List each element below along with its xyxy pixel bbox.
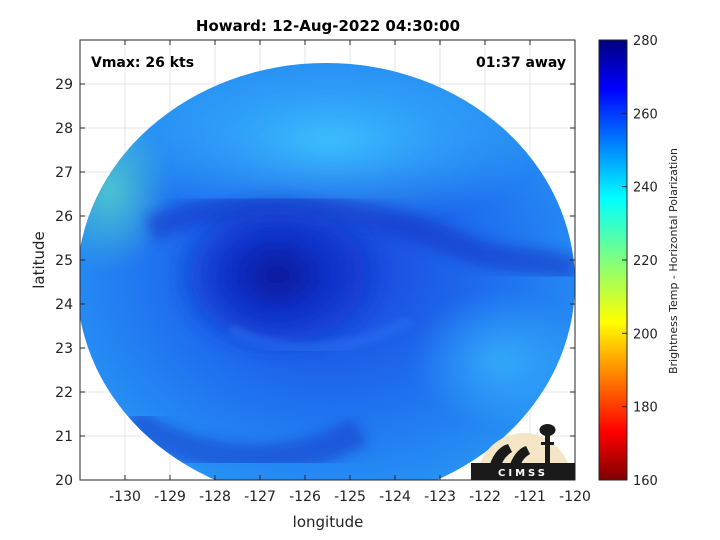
y-tick-label: 24 bbox=[55, 297, 73, 313]
y-tick-label: 28 bbox=[55, 121, 73, 137]
colorbar-tick-label: 200 bbox=[633, 327, 658, 342]
x-tick-label: -124 bbox=[379, 489, 411, 505]
y-tick-label: 21 bbox=[55, 429, 73, 445]
y-axis-label: latitude bbox=[30, 231, 48, 289]
y-tick-label: 23 bbox=[55, 341, 73, 357]
y-tick-labels: 20 21 22 23 24 25 26 27 28 29 bbox=[55, 77, 73, 489]
colorbar-tick-label: 220 bbox=[633, 254, 658, 269]
vmax-annotation: Vmax: 26 kts bbox=[91, 55, 194, 71]
x-tick-label: -128 bbox=[199, 489, 231, 505]
colorbar-tick-label: 260 bbox=[633, 107, 658, 122]
storm-cold-core bbox=[168, 190, 388, 360]
y-tick-label: 27 bbox=[55, 165, 73, 181]
cimss-logo-text: CIMSS bbox=[498, 468, 548, 479]
colorbar-tick-labels: 160 180 200 220 240 260 280 bbox=[622, 34, 658, 489]
x-tick-labels: -130 -129 -128 -127 -126 -125 -124 -123 -122 -121… bbox=[109, 489, 591, 505]
x-axis-label: longitude bbox=[293, 513, 364, 531]
y-tick-label: 25 bbox=[55, 253, 73, 269]
x-tick-label: -126 bbox=[289, 489, 321, 505]
x-tick-label: -123 bbox=[424, 489, 456, 505]
x-tick-label: -122 bbox=[469, 489, 501, 505]
x-tick-label: -130 bbox=[109, 489, 141, 505]
y-tick-label: 20 bbox=[55, 473, 73, 489]
y-tick-label: 26 bbox=[55, 209, 73, 225]
x-tick-label: -129 bbox=[154, 489, 186, 505]
colorbar-tick-label: 180 bbox=[633, 401, 658, 416]
colorbar-label: Brightness Temp - Horizontal Polarizatio… bbox=[667, 148, 680, 374]
x-tick-label: -120 bbox=[559, 489, 591, 505]
x-tick-label: -125 bbox=[334, 489, 366, 505]
time-offset-annotation: 01:37 away bbox=[476, 55, 566, 71]
y-tick-label: 29 bbox=[55, 77, 73, 93]
colorbar-tick-label: 160 bbox=[633, 474, 658, 489]
x-tick-label: -121 bbox=[514, 489, 546, 505]
colorbar-tick-label: 240 bbox=[633, 181, 658, 196]
tick-marks bbox=[80, 40, 576, 481]
cimss-logo: CIMSS bbox=[471, 424, 575, 480]
x-tick-label: -127 bbox=[244, 489, 276, 505]
y-tick-label: 22 bbox=[55, 385, 73, 401]
chart-title: Howard: 12-Aug-2022 04:30:00 bbox=[196, 17, 460, 35]
brightness-temp-swath bbox=[80, 63, 575, 480]
colorbar-tick-label: 280 bbox=[633, 34, 658, 49]
